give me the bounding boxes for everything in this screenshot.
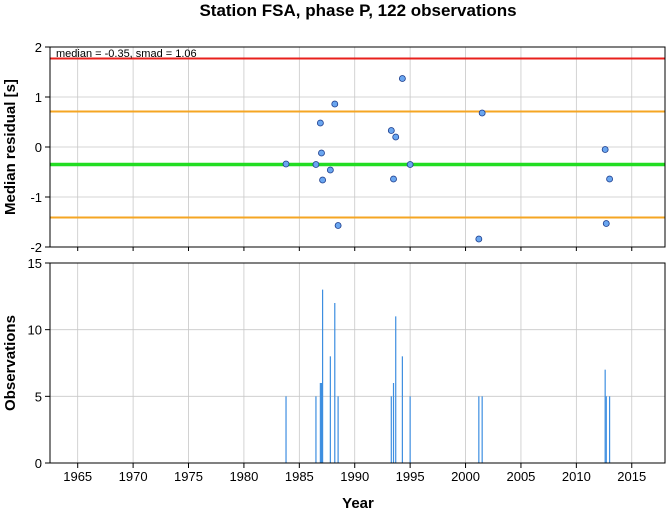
chart-title: Station FSA, phase P, 122 observations xyxy=(199,1,516,20)
observations-y-axis-title: Observations xyxy=(2,315,19,411)
residual-point xyxy=(318,149,325,157)
residual-point xyxy=(312,161,320,168)
observations-x-tick-label: 1985 xyxy=(285,469,314,484)
residual-y-tick-label: 0 xyxy=(35,140,42,155)
residual-point xyxy=(316,119,324,127)
residual-point xyxy=(319,176,326,184)
residual-point xyxy=(387,127,395,134)
residual-point xyxy=(398,75,406,82)
observations-plot-area xyxy=(50,263,665,463)
observations-x-tick-label: 1975 xyxy=(174,469,203,484)
observations-x-tick-label: 2015 xyxy=(617,469,646,484)
observations-x-tick-label: 1965 xyxy=(63,469,92,484)
residual-y-tick-label: -1 xyxy=(30,190,42,205)
observations-y-tick-label: 10 xyxy=(28,323,42,338)
residual-y-tick-label: 2 xyxy=(35,40,42,55)
residual-point xyxy=(406,161,414,168)
residual-panel: -2 -1 0 1 2 median = -0.35, smad = 1.06 Medi… xyxy=(2,40,666,255)
observations-plot-frame xyxy=(49,262,666,464)
observations-x-tick-label: 2000 xyxy=(451,469,480,484)
residual-point xyxy=(282,160,290,168)
observations-y-tick-label: 15 xyxy=(28,256,42,271)
observations-x-axis-title: Year xyxy=(342,495,374,511)
observations-x-tick-label: 2005 xyxy=(506,469,535,484)
residual-y-tick-label: -2 xyxy=(30,240,42,255)
residual-y-axis-title: Median residual [s] xyxy=(2,79,19,215)
observations-panel: 0 5 10 15 1965 1970 1975 1980 1985 1990 1995 2000 2… xyxy=(2,256,666,511)
observations-x-tick-label: 1995 xyxy=(396,469,425,484)
residual-annotation: median = -0.35, smad = 1.06 xyxy=(56,48,197,60)
observations-y-tick-label: 0 xyxy=(35,456,42,471)
observations-y-tick-label: 5 xyxy=(35,389,42,404)
residual-point xyxy=(475,235,483,243)
residual-point xyxy=(601,146,609,153)
observations-x-tick-label: 1980 xyxy=(229,469,258,484)
residual-point xyxy=(331,100,339,108)
observations-x-tick-label: 2010 xyxy=(562,469,591,484)
residual-point xyxy=(392,133,400,141)
residual-point xyxy=(478,109,486,117)
residual-point xyxy=(602,220,610,227)
residual-point xyxy=(390,175,397,183)
residual-y-tick-label: 1 xyxy=(35,90,42,105)
residual-point xyxy=(334,222,342,229)
residual-point xyxy=(326,166,334,174)
observations-x-tick-label: 1990 xyxy=(340,469,369,484)
observations-x-tick-label: 1970 xyxy=(119,469,148,484)
residual-point xyxy=(606,175,613,183)
